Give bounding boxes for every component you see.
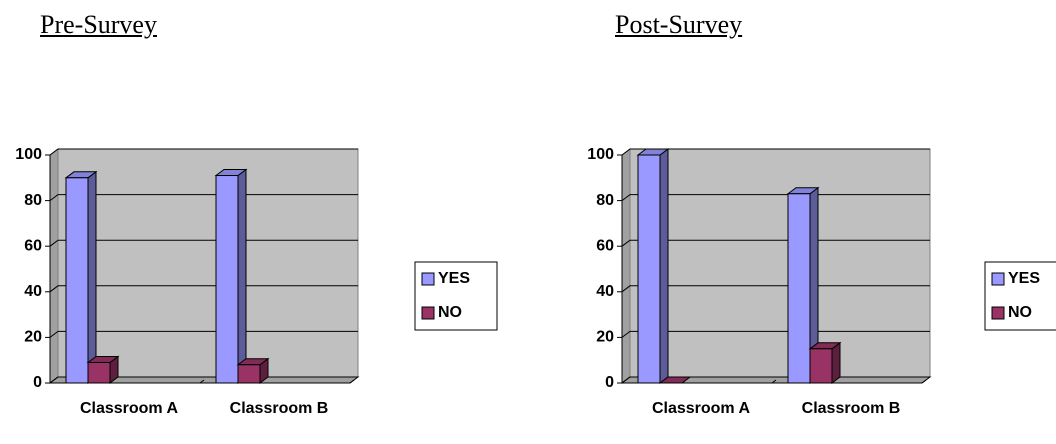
bar-top [658,376,692,384]
side-wall [621,148,631,384]
grid-line [621,148,930,156]
legend-label: YES [438,270,470,287]
x-tick-label: Classroom A [79,400,179,417]
legend-swatch [421,272,435,286]
y-tick-label: 100 [15,146,42,163]
x-tick-label: Classroom A [651,400,751,417]
y-tick-label: 40 [24,283,42,300]
x-tick-label: Classroom B [229,400,329,417]
back-wall [629,148,931,378]
grid-line [49,330,358,338]
x-tick [921,379,927,384]
y-tick-label: 20 [596,329,614,346]
bar-side [87,170,97,384]
chart-title: Post-Survey [615,10,743,39]
bar [809,348,833,384]
grid-line [621,330,930,338]
grid-line [49,148,358,156]
y-tick-label: 100 [587,146,614,163]
legend-swatch [991,272,1005,286]
legend-swatch [991,306,1005,320]
bar [65,177,89,384]
y-tick-label: 0 [33,374,42,391]
bar [87,361,111,384]
x-tick [349,379,355,384]
y-tick-label: 0 [605,374,614,391]
side-wall [49,148,59,384]
y-tick-label: 80 [24,192,42,209]
legend-label: NO [438,304,462,321]
chart-title: Pre-Survey [40,10,157,39]
bar-side [659,148,669,384]
grid-line [49,285,358,293]
x-tick [771,379,777,384]
grid-line [621,285,930,293]
bar-side [831,341,841,384]
grid-line [621,194,930,202]
x-tick [199,379,205,384]
bar [215,175,239,384]
back-wall [57,148,359,378]
grid-line [49,194,358,202]
legend-swatch [421,306,435,320]
legend-label: NO [1008,304,1032,321]
grid-line [49,239,358,247]
x-tick-label: Classroom B [801,400,901,417]
bar [237,364,261,384]
bar [637,154,661,384]
legend-label: YES [1008,270,1040,287]
y-tick-label: 60 [596,237,614,254]
bar-side [237,168,247,384]
y-tick-label: 80 [596,192,614,209]
grid-line [621,239,930,247]
y-tick-label: 40 [596,283,614,300]
y-tick-label: 20 [24,329,42,346]
y-tick-label: 60 [24,237,42,254]
bar [787,193,811,384]
